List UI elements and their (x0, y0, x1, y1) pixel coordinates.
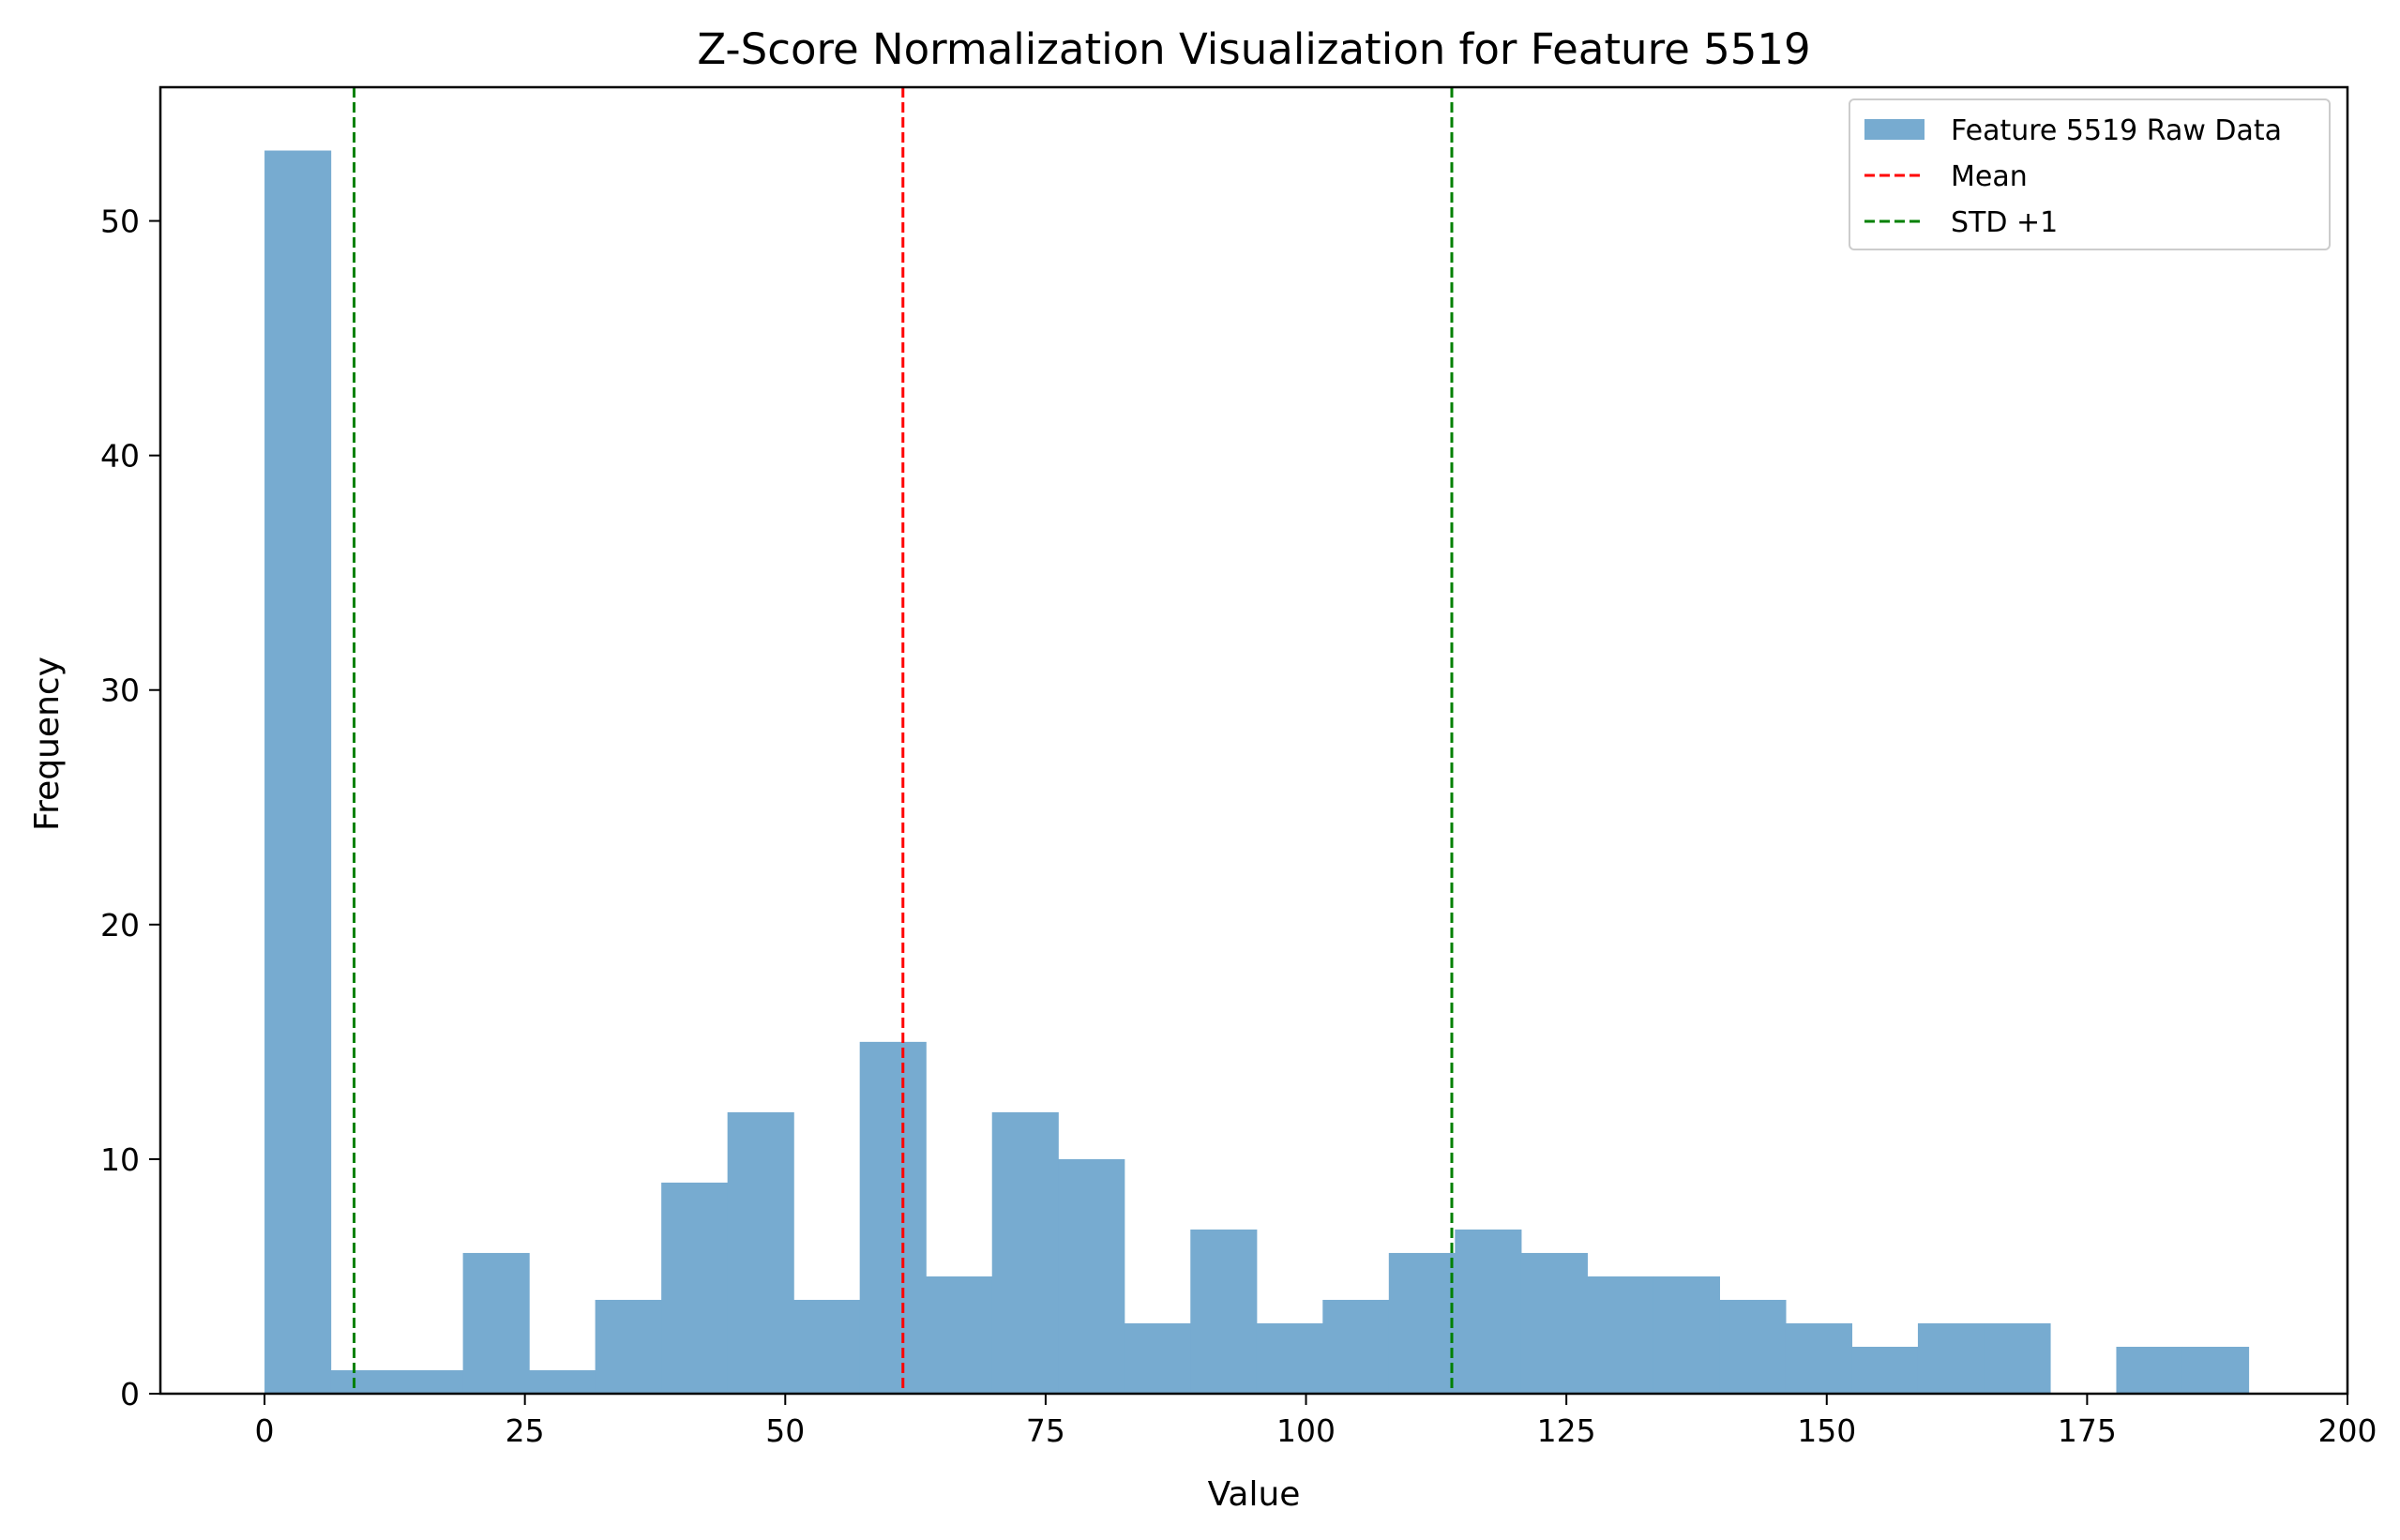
x-tick-label: 200 (2318, 1412, 2377, 1449)
histogram-bar (926, 1276, 993, 1394)
legend-label: STD +1 (1951, 206, 2058, 239)
histogram-bar (1322, 1299, 1390, 1394)
histogram-bar (462, 1252, 530, 1394)
legend-label: Mean (1951, 160, 2028, 193)
histogram-bar (330, 1369, 398, 1394)
histogram-bar (1587, 1276, 1654, 1394)
x-tick-label: 175 (2058, 1412, 2117, 1449)
histogram-bar (2116, 1346, 2183, 1394)
y-tick-label: 0 (120, 1376, 140, 1412)
reference-lines-group (353, 87, 1454, 1394)
histogram-bar (991, 1111, 1059, 1394)
histogram-bar (595, 1299, 662, 1394)
histogram-bar (1653, 1276, 1720, 1394)
x-tick-label: 150 (1797, 1412, 1856, 1449)
x-tick-label: 100 (1276, 1412, 1336, 1449)
histogram-bar (1917, 1322, 1985, 1394)
histogram-bar (793, 1299, 861, 1394)
histogram-bar (1190, 1229, 1258, 1394)
histogram-bar (859, 1041, 927, 1394)
y-tick-label: 20 (100, 907, 140, 944)
plot-frame (158, 85, 2349, 1396)
y-axis-label: Frequency (28, 657, 67, 831)
legend-box (1849, 98, 2331, 250)
histogram-bar (2181, 1346, 2250, 1394)
histogram-bar (1124, 1322, 1191, 1394)
histogram-bar (1984, 1322, 2051, 1394)
y-tick-label: 40 (100, 438, 140, 475)
x-tick-label: 125 (1537, 1412, 1596, 1449)
x-tick-label: 0 (255, 1412, 275, 1449)
histogram-bar (661, 1182, 729, 1394)
x-tick-label: 50 (765, 1412, 805, 1449)
x-axis-label: Value (1208, 1475, 1301, 1514)
histogram-bar (1388, 1252, 1456, 1394)
histogram-bar (727, 1111, 794, 1394)
histogram-bar (1520, 1252, 1588, 1394)
axes-group: 0 25 50 75 100 125 150 175 200 0 10 20 30 40 50 (100, 85, 2377, 1449)
y-tick-label: 10 (100, 1141, 140, 1178)
x-tick-label: 75 (1026, 1412, 1065, 1449)
y-tick-label: 30 (100, 672, 140, 709)
legend-bar-swatch (1864, 119, 1925, 140)
histogram-bar (529, 1369, 596, 1394)
histogram-bar (1455, 1229, 1522, 1394)
x-tick-label: 25 (506, 1412, 545, 1449)
histogram-bar (264, 150, 332, 1394)
histogram-bar (397, 1369, 464, 1394)
histogram-bar (1851, 1346, 1919, 1394)
histogram-bar (1719, 1299, 1787, 1394)
histogram-bar (1256, 1322, 1323, 1394)
bars-group (264, 150, 2250, 1394)
legend: Feature 5519 Raw Data Mean STD +1 (1849, 98, 2331, 250)
y-tick-label: 50 (100, 204, 140, 240)
chart-title: Z-Score Normalization Visualization for … (697, 24, 1810, 74)
histogram-bar (1785, 1322, 1853, 1394)
legend-label: Feature 5519 Raw Data (1951, 114, 2282, 147)
histogram-bar (1058, 1158, 1125, 1394)
